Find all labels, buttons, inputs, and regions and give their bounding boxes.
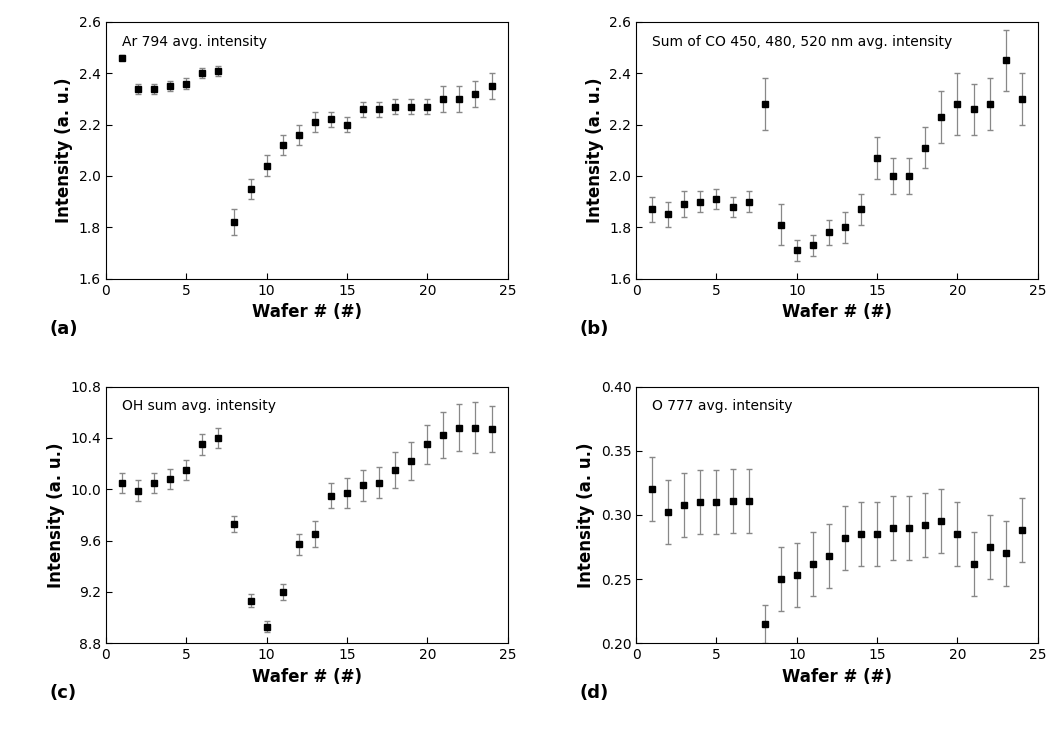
Text: Ar 794 avg. intensity: Ar 794 avg. intensity xyxy=(122,35,267,49)
Text: (b): (b) xyxy=(580,319,609,338)
X-axis label: Wafer # (#): Wafer # (#) xyxy=(782,667,892,686)
Text: Sum of CO 450, 480, 520 nm avg. intensity: Sum of CO 450, 480, 520 nm avg. intensit… xyxy=(652,35,952,49)
Text: (d): (d) xyxy=(580,684,609,702)
Y-axis label: Intensity (a. u.): Intensity (a. u.) xyxy=(55,77,73,223)
X-axis label: Wafer # (#): Wafer # (#) xyxy=(782,303,892,321)
X-axis label: Wafer # (#): Wafer # (#) xyxy=(252,303,362,321)
Text: O 777 avg. intensity: O 777 avg. intensity xyxy=(652,399,793,413)
Y-axis label: Intensity (a. u.): Intensity (a. u.) xyxy=(47,442,65,588)
X-axis label: Wafer # (#): Wafer # (#) xyxy=(252,667,362,686)
Y-axis label: Intensity (a. u.): Intensity (a. u.) xyxy=(586,77,604,223)
Text: (c): (c) xyxy=(50,684,77,702)
Text: (a): (a) xyxy=(50,319,78,338)
Y-axis label: Intensity (a. u.): Intensity (a. u.) xyxy=(577,442,595,588)
Text: OH sum avg. intensity: OH sum avg. intensity xyxy=(122,399,276,413)
